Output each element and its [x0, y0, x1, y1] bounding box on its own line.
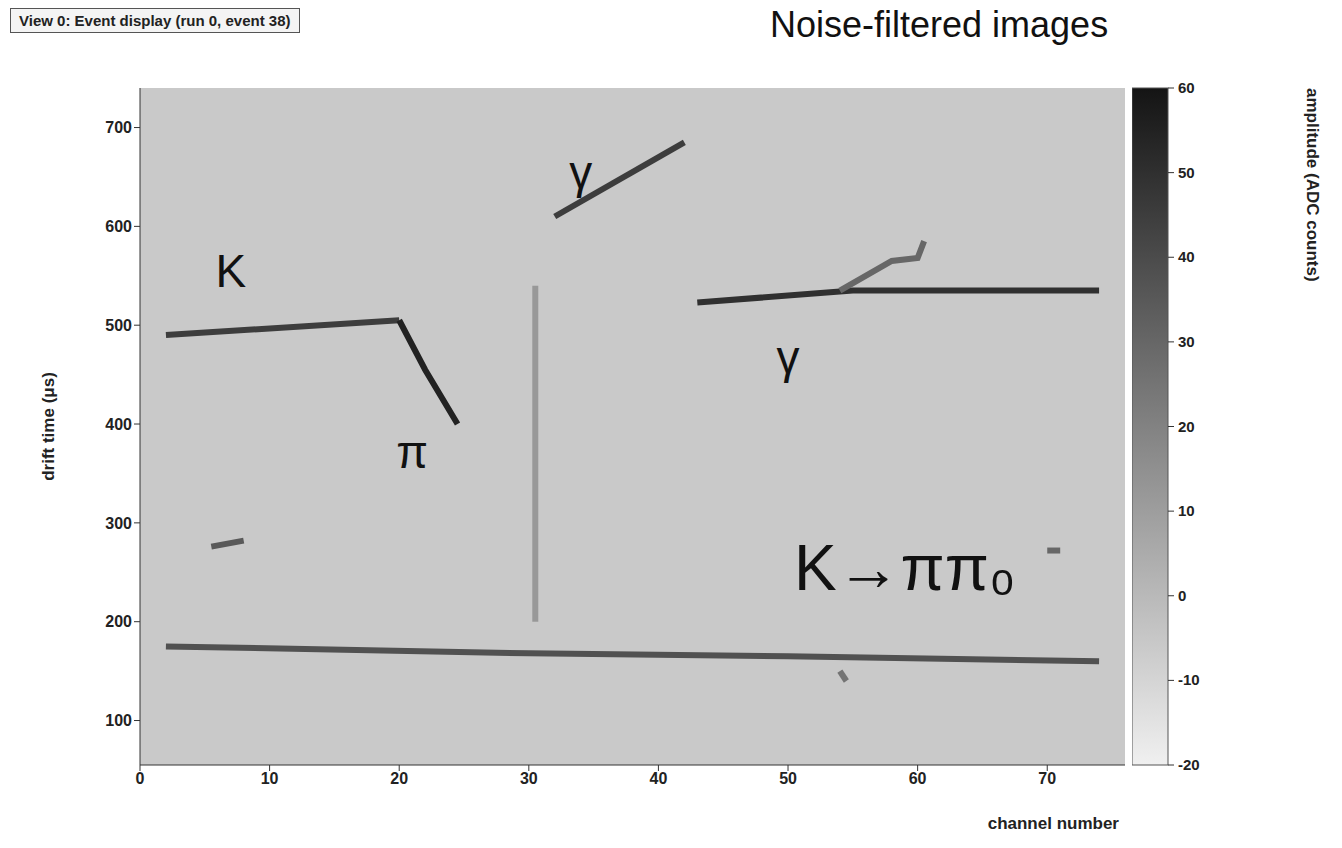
- svg-text:50: 50: [779, 770, 797, 787]
- html-text:View 0: Event display (run 0,: View 0: Event display (run 0, event 38): [19, 12, 291, 29]
- svg-text:-20: -20: [1178, 756, 1200, 773]
- svg-text:γ: γ: [569, 146, 592, 198]
- svg-text:40: 40: [1178, 248, 1195, 265]
- svg-text:20: 20: [390, 770, 408, 787]
- svg-text:70: 70: [1038, 770, 1056, 787]
- svg-text:10: 10: [1178, 502, 1195, 519]
- svg-text:60: 60: [909, 770, 927, 787]
- svg-text:100: 100: [105, 712, 132, 729]
- svg-text:0: 0: [1178, 587, 1186, 604]
- svg-text:40: 40: [650, 770, 668, 787]
- svg-text:0: 0: [136, 770, 145, 787]
- html-text:Noise-filtered images: Noise-filtered images: [770, 4, 1109, 45]
- svg-text:10: 10: [261, 770, 279, 787]
- svg-text:K: K: [215, 245, 246, 297]
- svg-text:drift time (μs): drift time (μs): [39, 372, 58, 481]
- svg-text:600: 600: [105, 218, 132, 235]
- svg-text:20: 20: [1178, 418, 1195, 435]
- svg-text:-10: -10: [1178, 671, 1200, 688]
- svg-text:50: 50: [1178, 164, 1195, 181]
- svg-text:K→ππ₀: K→ππ₀: [794, 532, 1016, 604]
- svg-text:γ: γ: [777, 331, 800, 383]
- svg-text:500: 500: [105, 317, 132, 334]
- svg-text:channel number: channel number: [988, 814, 1120, 833]
- svg-text:700: 700: [105, 119, 132, 136]
- svg-text:300: 300: [105, 515, 132, 532]
- svg-text:30: 30: [520, 770, 538, 787]
- svg-text:30: 30: [1178, 333, 1195, 350]
- svg-text:400: 400: [105, 416, 132, 433]
- svg-text:200: 200: [105, 613, 132, 630]
- svg-text:amplitude (ADC counts): amplitude (ADC counts): [1303, 88, 1322, 282]
- svg-text:60: 60: [1178, 79, 1195, 96]
- svg-text:π: π: [396, 426, 428, 478]
